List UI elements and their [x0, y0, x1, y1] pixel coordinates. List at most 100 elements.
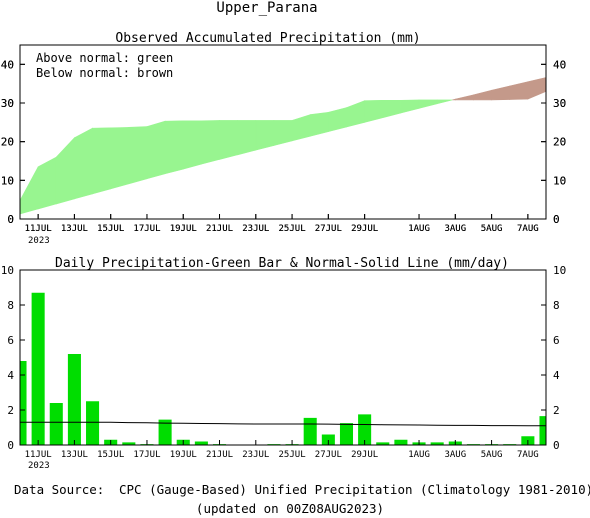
bottom-xtick-label: 25JUL [279, 450, 306, 460]
bottom-ytick-label-right: 2 [553, 404, 560, 417]
top-ytick-label-right: 20 [553, 136, 566, 149]
bottom-xtick-label: 21JUL [206, 450, 233, 460]
above-normal-area [255, 120, 275, 151]
daily-precip-bar [20, 361, 27, 445]
bottom-xtick-label: 19JUL [170, 450, 197, 460]
above-normal-area [146, 120, 166, 180]
top-xtick-label: 23JUL [242, 224, 269, 234]
daily-precip-bar [67, 354, 81, 445]
top-xtick-label: 25JUL [279, 224, 306, 234]
below-normal-area [509, 81, 529, 100]
figure-title: Upper_Parana [216, 0, 317, 16]
daily-precip-bar [303, 417, 317, 445]
below-normal-area [452, 98, 456, 101]
above-normal-area [237, 120, 257, 156]
bottom-ytick-label-right: 8 [553, 299, 560, 312]
above-normal-area [364, 99, 384, 123]
bottom-xtick-label: 23JUL [242, 450, 269, 460]
above-normal-area [19, 166, 39, 215]
top-ytick-label-left: 0 [7, 213, 14, 226]
daily-precip-bar [158, 419, 172, 445]
bottom-xtick-label: 7AUG [517, 450, 539, 460]
above-normal-area [182, 120, 202, 170]
top-ytick-label-left: 30 [1, 97, 14, 110]
bottom-ytick-label-right: 4 [553, 369, 560, 382]
top-xtick-label: 21JUL [206, 224, 233, 234]
bottom-xtick-label: 27JUL [315, 450, 342, 460]
daily-precip-bar [86, 401, 100, 445]
above-normal-area [37, 156, 57, 210]
above-normal-area [164, 120, 184, 175]
below-normal-area [527, 77, 547, 100]
bottom-plot-frame [19, 269, 547, 446]
top-ytick-label-right: 10 [553, 174, 566, 187]
top-xtick-label: 11JUL [25, 224, 52, 234]
top-ytick-label-left: 40 [1, 58, 14, 71]
daily-precip-bar [31, 292, 45, 445]
top-ytick-label-right: 20 [553, 136, 566, 149]
bottom-ytick-label-right: 6 [553, 334, 560, 347]
accumulated-precip-chart: 0 0 10 10 20 20 30 30 40 40 11JUL 13JUL 15JUL 17JUL 19… [1, 44, 566, 234]
bottom-year-label: 2023 [28, 461, 50, 471]
daily-precip-bar [122, 442, 136, 445]
top-ytick-label-left: 10 [1, 174, 14, 187]
bottom-ytick-label-right: 10 [553, 264, 566, 277]
above-normal-area [436, 99, 453, 105]
normal-precip-line [20, 421, 546, 427]
bottom-ytick-label-left: 8 [7, 299, 14, 312]
top-ytick-label-right: 40 [553, 58, 566, 71]
top-xtick-label: 19JUL [170, 224, 197, 234]
top-xtick-label: 15JUL [97, 224, 124, 234]
top-ytick-label-right: 10 [553, 174, 566, 187]
below-normal-area [455, 94, 474, 101]
above-normal-area [382, 99, 402, 119]
above-normal-area [273, 120, 293, 146]
above-normal-area [219, 120, 238, 160]
bottom-xtick-label: 29JUL [351, 450, 378, 460]
top-ytick-label-left: 20 [1, 136, 14, 149]
above-normal-area [291, 114, 311, 142]
top-xtick-label: 5AUG [481, 224, 503, 234]
top-ytick-label-right: 0 [553, 213, 560, 226]
daily-precip-chart: 0 0 2 2 4 4 6 6 8 8 10 10 11JUL 13JUL 15JUL 17JUL 19JUL 2… [1, 264, 567, 460]
bottom-xtick-label: 1AUG [408, 450, 430, 460]
top-xtick-label: 3AUG [444, 224, 466, 234]
top-xtick-label: 3AUG [444, 224, 466, 234]
top-xtick-label: 1AUG [408, 224, 430, 234]
above-normal-area [74, 127, 93, 200]
top-xtick-label: 29JUL [351, 224, 378, 234]
above-normal-area [55, 137, 75, 205]
above-normal-area [309, 111, 329, 137]
above-normal-area [201, 120, 220, 165]
top-xtick-label: 17JUL [133, 224, 160, 234]
top-xtick-label: 15JUL [97, 224, 124, 234]
bottom-xtick-label: 11JUL [25, 450, 52, 460]
bottom-xtick-label: 3AUG [444, 450, 466, 460]
data-source-label: Data Source: [14, 482, 104, 497]
above-normal-area [400, 99, 420, 114]
top-ytick-label-right: 40 [553, 58, 566, 71]
top-xtick-label: 21JUL [206, 224, 233, 234]
top-xtick-label: 11JUL [25, 224, 52, 234]
top-xtick-label: 1AUG [408, 224, 430, 234]
top-year-label: 2023 [28, 236, 50, 246]
top-xtick-label: 29JUL [351, 224, 378, 234]
above-normal-area [92, 127, 111, 195]
legend-above-normal: Above normal: green [36, 51, 173, 65]
bottom-xtick-label: 5AUG [481, 450, 503, 460]
top-ytick-label-right: 30 [553, 97, 566, 110]
top-ytick-label-left: 0 [7, 213, 14, 226]
bottom-ytick-label-left: 6 [7, 334, 14, 347]
daily-precip-bar [539, 416, 546, 445]
top-ytick-label-right: 0 [553, 213, 560, 226]
top-ytick-label-left: 30 [1, 97, 14, 110]
top-xtick-label: 27JUL [315, 224, 342, 234]
daily-precip-bar [358, 414, 372, 445]
top-xtick-label: 25JUL [279, 224, 306, 234]
bottom-ytick-label-left: 2 [7, 404, 14, 417]
top-plot-frame [19, 44, 547, 220]
daily-precip-bar [394, 439, 408, 445]
bottom-ytick-label-left: 0 [7, 439, 14, 452]
top-xtick-label: 7AUG [517, 224, 539, 234]
